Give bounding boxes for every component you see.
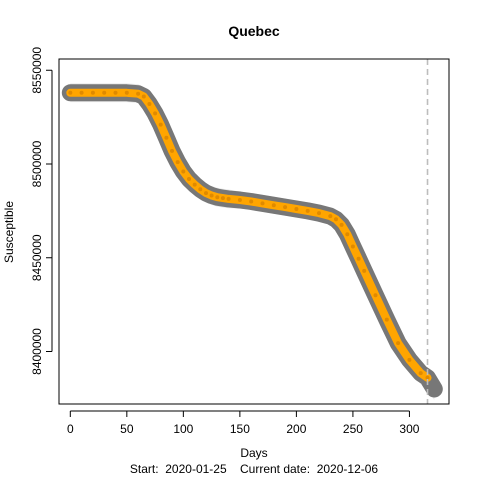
data-point: [159, 123, 163, 127]
data-point: [114, 91, 118, 95]
data-point: [102, 91, 106, 95]
data-point: [340, 223, 344, 227]
data-point: [272, 203, 276, 207]
x-tick-label: 0: [67, 422, 74, 436]
x-axis-label: Days: [240, 446, 267, 460]
data-point: [198, 187, 202, 191]
band-core: [70, 93, 434, 389]
x-tick-label: 300: [399, 422, 419, 436]
data-point: [385, 318, 389, 322]
data-point: [193, 183, 197, 187]
data-point: [136, 92, 140, 96]
data-point: [204, 191, 208, 195]
footer-start-date: 2020-01-25: [165, 462, 227, 476]
y-tick-label: 8500000: [30, 140, 44, 187]
data-point: [306, 209, 310, 213]
data-point: [351, 245, 355, 249]
data-point: [345, 232, 349, 236]
data-point: [215, 195, 219, 199]
x-tick-label: 250: [343, 422, 363, 436]
data-point: [261, 201, 265, 205]
band-outer: [70, 83, 434, 400]
data-point: [334, 217, 338, 221]
data-point: [238, 198, 242, 202]
series-layer: [68, 91, 429, 380]
plot-frame: [59, 59, 449, 404]
data-point: [317, 211, 321, 215]
data-point: [187, 177, 191, 181]
data-point: [362, 269, 366, 273]
x-tick-label: 50: [120, 422, 134, 436]
data-point: [125, 91, 129, 95]
data-point: [419, 371, 423, 375]
data-point: [142, 95, 146, 99]
data-point: [68, 91, 72, 95]
x-axis: 0 50 100 150 200 250 300: [67, 411, 420, 436]
y-tick-label: 8450000: [30, 234, 44, 281]
data-point: [227, 197, 231, 201]
data-point: [147, 102, 151, 106]
x-tick-label: 150: [230, 422, 250, 436]
data-point: [283, 205, 287, 209]
data-point: [210, 194, 214, 198]
data-point: [396, 341, 400, 345]
chart-title: Quebec: [228, 23, 280, 39]
data-point: [80, 91, 84, 95]
data-point: [249, 200, 253, 204]
y-tick-label: 8400000: [30, 328, 44, 375]
data-point: [328, 214, 332, 218]
data-point: [153, 111, 157, 115]
footer-current-label: Current date:: [240, 462, 310, 476]
data-point: [407, 358, 411, 362]
uncertainty-band: [70, 83, 434, 400]
data-point: [91, 91, 95, 95]
data-point: [357, 257, 361, 261]
data-point: [294, 207, 298, 211]
y-axis: 8400000 8450000 8500000 8550000: [30, 47, 52, 375]
footer-start-label: Start:: [130, 462, 159, 476]
footer-text: Start: 2020-01-25 Current date: 2020-12-…: [130, 462, 379, 476]
x-tick-label: 200: [286, 422, 306, 436]
y-axis-label: Susceptible: [2, 201, 16, 263]
y-tick-label: 8550000: [30, 47, 44, 94]
x-tick-label: 100: [173, 422, 193, 436]
footer-current-date: 2020-12-06: [317, 462, 379, 476]
data-point: [170, 149, 174, 153]
data-point: [164, 136, 168, 140]
data-point: [374, 293, 378, 297]
data-point: [181, 170, 185, 174]
data-point: [176, 160, 180, 164]
series-line: [70, 93, 427, 378]
data-point: [221, 196, 225, 200]
